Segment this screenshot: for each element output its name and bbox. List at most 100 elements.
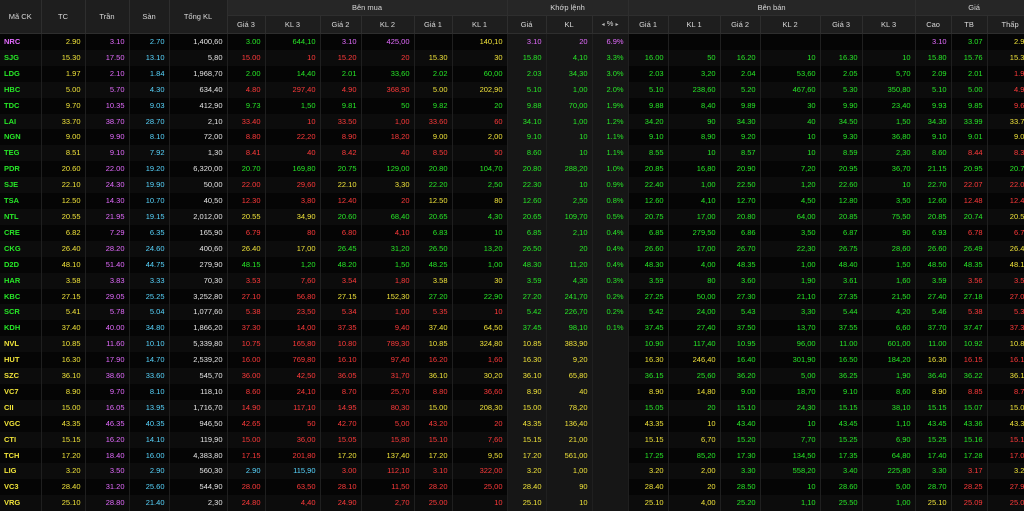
col-match-vol[interactable]: KL (546, 16, 592, 34)
symbol-cell[interactable]: SJG (0, 50, 41, 66)
ceil-price-cell: 16.20 (85, 432, 129, 448)
sort-right-icon[interactable]: ▸ (615, 22, 618, 28)
col-sell-vol-1[interactable]: KL 1 (668, 16, 720, 34)
buy-vol-1-cell: 30 (452, 273, 507, 289)
symbol-cell[interactable]: CKG (0, 241, 41, 257)
sell-vol-3-cell: 6,90 (862, 432, 915, 448)
symbol-cell[interactable]: NTL (0, 209, 41, 225)
col-buy-vol-1[interactable]: KL 1 (452, 16, 507, 34)
symbol-cell[interactable]: VC3 (0, 479, 41, 495)
col-buy-vol-3[interactable]: KL 3 (265, 16, 320, 34)
match-vol-cell: 10 (546, 177, 592, 193)
sort-left-icon[interactable]: ◂ (602, 22, 605, 28)
col-high[interactable]: Cao (915, 16, 951, 34)
symbol-cell[interactable]: SCR (0, 304, 41, 320)
symbol-cell[interactable]: KBC (0, 289, 41, 305)
symbol-cell[interactable]: NGN (0, 129, 41, 145)
col-buy-price-2[interactable]: Giá 2 (320, 16, 361, 34)
col-avg[interactable]: TB (951, 16, 987, 34)
symbol-cell[interactable]: TCH (0, 448, 41, 464)
symbol-cell[interactable]: NRC (0, 34, 41, 50)
symbol-cell[interactable]: CTI (0, 432, 41, 448)
col-low[interactable]: Thấp (987, 16, 1024, 34)
col-match-pct[interactable]: ◂ % ▸ (592, 16, 628, 34)
symbol-cell[interactable]: KDH (0, 320, 41, 336)
col-buy-price-3[interactable]: Giá 3 (227, 16, 265, 34)
total-volume-cell: 118,10 (169, 384, 227, 400)
symbol-cell[interactable]: TDC (0, 98, 41, 114)
symbol-cell[interactable]: HBC (0, 82, 41, 98)
symbol-cell[interactable]: CII (0, 400, 41, 416)
buy-price-1-cell: 6.83 (414, 225, 452, 241)
match-vol-cell: 288,20 (546, 161, 592, 177)
col-ref[interactable]: TC (41, 0, 85, 34)
buy-vol-2-cell: 5,00 (361, 416, 414, 432)
col-match-price[interactable]: Giá (507, 16, 546, 34)
symbol-cell[interactable]: VRG (0, 495, 41, 511)
symbol-cell[interactable]: CRE (0, 225, 41, 241)
symbol-cell[interactable]: HUT (0, 352, 41, 368)
symbol-cell[interactable]: LDG (0, 66, 41, 82)
symbol-cell[interactable]: PDR (0, 161, 41, 177)
buy-price-2-cell: 6.80 (320, 225, 361, 241)
col-total-volume[interactable]: Tổng KL (169, 0, 227, 34)
buy-vol-2-cell: 25,70 (361, 384, 414, 400)
col-buy-price-1[interactable]: Giá 1 (414, 16, 452, 34)
match-pct-cell (592, 432, 628, 448)
symbol-cell[interactable]: VGC (0, 416, 41, 432)
symbol-cell[interactable]: HAR (0, 273, 41, 289)
col-sell-vol-3[interactable]: KL 3 (862, 16, 915, 34)
symbol-cell[interactable]: TEG (0, 145, 41, 161)
buy-vol-3-cell: 297,40 (265, 82, 320, 98)
buy-price-1-cell: 3.58 (414, 273, 452, 289)
col-sell-price-2[interactable]: Giá 2 (720, 16, 760, 34)
buy-vol-2-cell: 112,10 (361, 463, 414, 479)
symbol-cell[interactable]: TSA (0, 193, 41, 209)
symbol-cell[interactable]: VC7 (0, 384, 41, 400)
total-volume-cell: 544,90 (169, 479, 227, 495)
symbol-cell[interactable]: NVL (0, 336, 41, 352)
col-symbol[interactable]: Mã CK (0, 0, 41, 34)
symbol-cell[interactable]: LAI (0, 114, 41, 130)
col-sell-price-1[interactable]: Giá 1 (628, 16, 668, 34)
col-ceil[interactable]: Trần (85, 0, 129, 34)
col-sell-vol-2[interactable]: KL 2 (760, 16, 820, 34)
symbol-cell[interactable]: LIG (0, 463, 41, 479)
col-buy-vol-2[interactable]: KL 2 (361, 16, 414, 34)
symbol-cell[interactable]: D2D (0, 257, 41, 273)
col-sell-price-3[interactable]: Giá 3 (820, 16, 862, 34)
symbol-cell[interactable]: SZC (0, 368, 41, 384)
col-floor[interactable]: Sàn (129, 0, 169, 34)
symbol-cell[interactable]: SJE (0, 177, 41, 193)
